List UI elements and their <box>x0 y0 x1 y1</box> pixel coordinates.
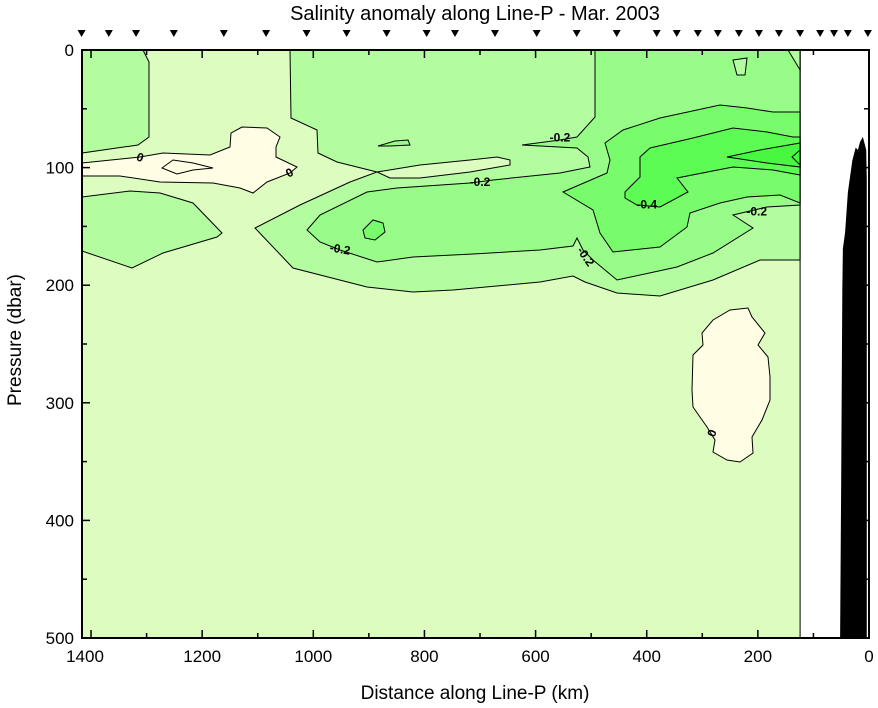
contour-label: 0 <box>135 150 146 166</box>
contour-region-minus-0.3-blob <box>362 219 386 241</box>
contour-region-positive-core <box>160 159 214 175</box>
x-tick-label: 200 <box>744 647 772 666</box>
contour-label: -0.2 <box>329 240 352 257</box>
contour-region-minus-0.1-island <box>732 57 748 76</box>
x-axis-label: Distance along Line-P (km) <box>361 683 590 704</box>
station-marker-icon <box>734 30 743 37</box>
contour-region-positive <box>81 126 298 194</box>
station-marker-icon <box>612 30 621 37</box>
x-tick-label: 800 <box>410 647 438 666</box>
contour-region-minus-0.4 <box>624 127 801 208</box>
bathymetry <box>840 137 867 639</box>
station-marker-icon <box>829 30 838 37</box>
y-tick-label: 0 <box>65 41 74 60</box>
station-marker-icon <box>219 30 228 37</box>
station-marker-icon <box>843 30 852 37</box>
contour-region-lens <box>375 156 511 179</box>
contour-label: -0.2 <box>550 130 571 144</box>
x-tick-label: 600 <box>521 647 549 666</box>
station-marker-icon <box>713 30 722 37</box>
station-marker-icon <box>491 30 500 37</box>
station-marker-icon <box>672 30 681 37</box>
station-marker-icon <box>652 30 661 37</box>
station-marker-icon <box>796 30 805 37</box>
station-markers <box>77 30 872 37</box>
station-marker-icon <box>532 30 541 37</box>
chart-title: Salinity anomaly along Line-P - Mar. 200… <box>290 3 660 25</box>
station-marker-icon <box>382 30 391 37</box>
station-marker-icon <box>169 30 178 37</box>
station-marker-icon <box>572 30 581 37</box>
contour-region-minus-0.1 <box>81 49 150 154</box>
y-axis-label: Pressure (dbar) <box>5 274 26 406</box>
x-tick-label: 1000 <box>294 647 332 666</box>
station-marker-icon <box>754 30 763 37</box>
station-marker-icon <box>132 30 141 37</box>
y-tick-label: 300 <box>46 394 74 413</box>
x-tick-label: 0 <box>864 647 873 666</box>
station-marker-icon <box>104 30 113 37</box>
contour-region-minus-0.2-sliver <box>377 139 411 147</box>
contour-fills <box>81 49 801 638</box>
station-marker-icon <box>693 30 702 37</box>
contour-label: -0.2 <box>746 204 767 218</box>
station-marker-icon <box>451 30 460 37</box>
station-marker-icon <box>342 30 351 37</box>
bathymetry-shape <box>840 137 867 639</box>
station-marker-icon <box>77 30 86 37</box>
contour-region-minus-0.1 <box>81 190 223 269</box>
y-tick-label: 200 <box>46 276 74 295</box>
station-marker-icon <box>863 30 872 37</box>
contour-region-positive-deep <box>691 307 771 463</box>
station-marker-icon <box>422 30 431 37</box>
y-tick-label: 400 <box>46 511 74 530</box>
x-tick-label: 1200 <box>183 647 221 666</box>
contour-label: -0.4 <box>636 197 657 211</box>
station-marker-icon <box>816 30 825 37</box>
x-tick-label: 400 <box>633 647 661 666</box>
station-marker-icon <box>302 30 311 37</box>
y-tick-label: 500 <box>46 629 74 648</box>
station-marker-icon <box>262 30 271 37</box>
y-tick-label: 100 <box>46 159 74 178</box>
contour-label: 0 <box>704 427 720 438</box>
x-tick-label: 1400 <box>66 647 104 666</box>
station-marker-icon <box>774 30 783 37</box>
contour-label: -0.2 <box>470 175 491 189</box>
